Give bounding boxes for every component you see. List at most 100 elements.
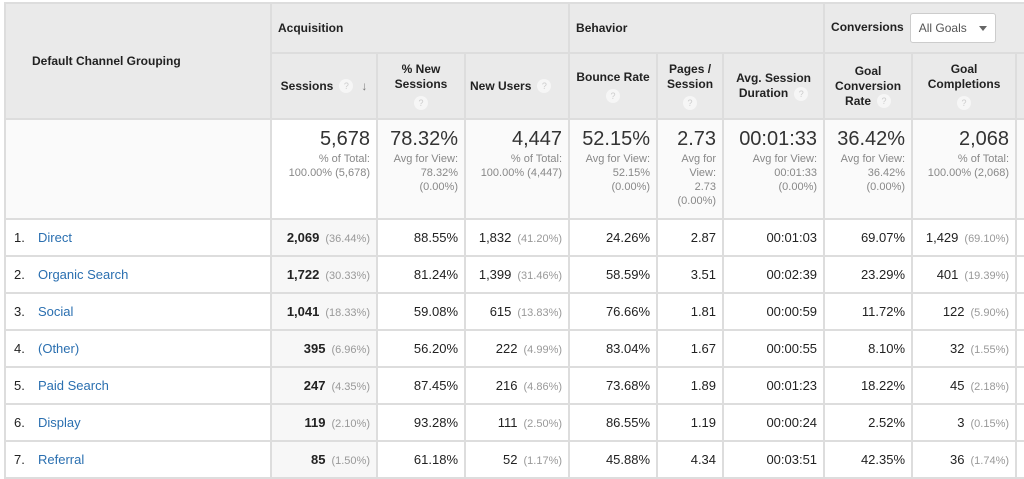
totals-label-cell: [4, 118, 272, 220]
goal-select-dropdown[interactable]: All Goals: [909, 13, 996, 43]
total-caption: 52.15%: [612, 167, 651, 179]
total-value: 4,447: [511, 128, 563, 150]
help-icon[interactable]: ?: [606, 88, 621, 103]
partial-cell: [1015, 218, 1024, 257]
new-sessions-cell: 56.20%: [376, 329, 466, 368]
column-header-partial: [1015, 52, 1024, 120]
partial-cell: [1015, 255, 1024, 294]
total-caption: % of Total:: [510, 153, 563, 165]
pages-session-cell: 1.67: [656, 329, 725, 368]
caret-down-icon: [978, 26, 987, 32]
bounce-rate-cell: 24.26%: [568, 218, 659, 257]
column-header-new-sessions[interactable]: % New Sessions?: [376, 52, 466, 120]
total-caption: Avg for View:: [585, 153, 651, 165]
column-header-sessions[interactable]: Sessions? ↓: [270, 52, 378, 120]
channel-cell: 2. Organic Search: [4, 255, 272, 294]
channel-link[interactable]: (Other): [38, 341, 80, 356]
column-header-avg-duration[interactable]: Avg. Session Duration?: [722, 52, 826, 120]
total-value: 52.15%: [582, 128, 651, 150]
help-icon[interactable]: ?: [683, 96, 698, 110]
goal-completions-cell: 1,429 (69.10%): [911, 218, 1018, 257]
sort-down-arrow-icon: ↓: [361, 78, 368, 93]
table-row: 7. Referral 85 (1.50%) 61.18% 52 (1.17%) 45…: [4, 440, 1024, 479]
bounce-rate-cell: 76.66%: [568, 292, 659, 331]
table-row: 2. Organic Search 1,722 (30.33%) 81.24% 1,…: [4, 255, 1024, 294]
pages-session-cell: 1.19: [656, 403, 725, 442]
channel-report-table: Default Channel Grouping Acquisition Beh…: [4, 2, 1024, 479]
total-caption: (0.00%): [677, 195, 717, 207]
new-users-cell: 615 (13.83%): [463, 292, 571, 331]
channel-cell: 5. Paid Search: [4, 366, 272, 405]
new-users-cell: 222 (4.99%): [463, 329, 571, 368]
partial-cell: [1015, 440, 1024, 479]
total-caption: 78.32%: [420, 167, 458, 179]
column-header-bounce-rate[interactable]: Bounce Rate?: [568, 52, 659, 120]
sessions-cell: 2,069 (36.44%): [270, 218, 378, 257]
help-icon[interactable]: ?: [877, 94, 892, 109]
table-row: 4. (Other) 395 (6.96%) 56.20% 222 (4.99%) 8…: [4, 329, 1024, 368]
pages-session-cell: 1.89: [656, 366, 725, 405]
total-caption: (0.00%): [778, 181, 818, 193]
conversion-rate-cell: 69.07%: [823, 218, 914, 257]
bounce-rate-cell: 83.04%: [568, 329, 659, 368]
channel-link[interactable]: Organic Search: [38, 267, 129, 282]
help-icon[interactable]: ?: [794, 86, 809, 101]
goal-completions-cell: 401 (19.39%): [911, 255, 1018, 294]
total-caption: (0.00%): [611, 181, 651, 193]
channel-link[interactable]: Direct: [38, 230, 72, 245]
channel-link[interactable]: Social: [38, 304, 74, 319]
column-header-goal-completions[interactable]: Goal Completions?: [911, 52, 1018, 120]
help-icon[interactable]: ?: [957, 96, 972, 110]
sessions-cell: 1,722 (30.33%): [270, 255, 378, 294]
partial-cell: [1015, 329, 1024, 368]
total-caption: 36.42%: [867, 167, 906, 179]
channel-cell: 7. Referral: [4, 440, 272, 479]
column-header-pages-session[interactable]: Pages / Session?: [656, 52, 725, 120]
acquisition-group-header: Acquisition: [269, 2, 571, 54]
pages-session-cell: 3.51: [656, 255, 725, 294]
sessions-cell: 247 (4.35%): [270, 366, 378, 405]
goal-completions-cell: 122 (5.90%): [911, 292, 1018, 331]
new-sessions-cell: 61.18%: [376, 440, 466, 479]
column-header-new-users[interactable]: New Users?: [463, 52, 571, 120]
partial-cell: [1015, 366, 1024, 405]
channel-link[interactable]: Display: [38, 415, 81, 430]
help-icon[interactable]: ?: [414, 96, 428, 110]
total-caption: (0.00%): [866, 181, 906, 193]
channel-link[interactable]: Paid Search: [38, 378, 109, 393]
total-caption: 00:01:33: [774, 167, 818, 179]
total-value: 5,678: [319, 128, 370, 150]
new-sessions-cell: 87.45%: [376, 366, 466, 405]
sessions-cell: 85 (1.50%): [270, 440, 378, 479]
help-icon[interactable]: ?: [339, 79, 354, 94]
new-users-cell: 216 (4.86%): [463, 366, 571, 405]
total-cell: 00:01:33 Avg for View: 00:01:33 (0.00%): [722, 118, 826, 220]
bounce-rate-cell: 86.55%: [568, 403, 659, 442]
total-caption: View:: [689, 167, 717, 179]
table-row: 3. Social 1,041 (18.33%) 59.08% 615 (13.83%…: [4, 292, 1024, 331]
new-users-cell: 1,832 (41.20%): [463, 218, 571, 257]
total-caption: 100.00% (2,068): [927, 167, 1010, 179]
total-caption: 100.00% (5,678): [288, 167, 370, 179]
table-row: 6. Display 119 (2.10%) 93.28% 111 (2.50%) 8…: [4, 403, 1024, 442]
total-value: 2.73: [677, 128, 717, 150]
conversions-group-header: Conversions All Goals: [823, 2, 1024, 54]
total-caption: Avg for View:: [752, 153, 818, 165]
column-header-goal-conversion-rate[interactable]: Goal Conversion Rate?: [823, 52, 914, 120]
total-cell: 2,068 % of Total: 100.00% (2,068): [911, 118, 1018, 220]
partial-cell: [1015, 118, 1024, 220]
partial-cell: [1015, 292, 1024, 331]
total-cell: 78.32% Avg for View: 78.32% (0.00%): [376, 118, 466, 220]
total-cell: 5,678 % of Total: 100.00% (5,678): [270, 118, 378, 220]
conversion-rate-cell: 42.35%: [823, 440, 914, 479]
duration-cell: 00:03:51: [722, 440, 826, 479]
goal-completions-cell: 36 (1.74%): [911, 440, 1018, 479]
help-icon[interactable]: ?: [537, 79, 552, 94]
pages-session-cell: 4.34: [656, 440, 725, 479]
channel-link[interactable]: Referral: [38, 452, 85, 467]
new-sessions-cell: 81.24%: [376, 255, 466, 294]
total-caption: % of Total:: [957, 153, 1010, 165]
duration-cell: 00:00:24: [722, 403, 826, 442]
conversion-rate-cell: 8.10%: [823, 329, 914, 368]
total-caption: Avg for: [681, 153, 717, 165]
